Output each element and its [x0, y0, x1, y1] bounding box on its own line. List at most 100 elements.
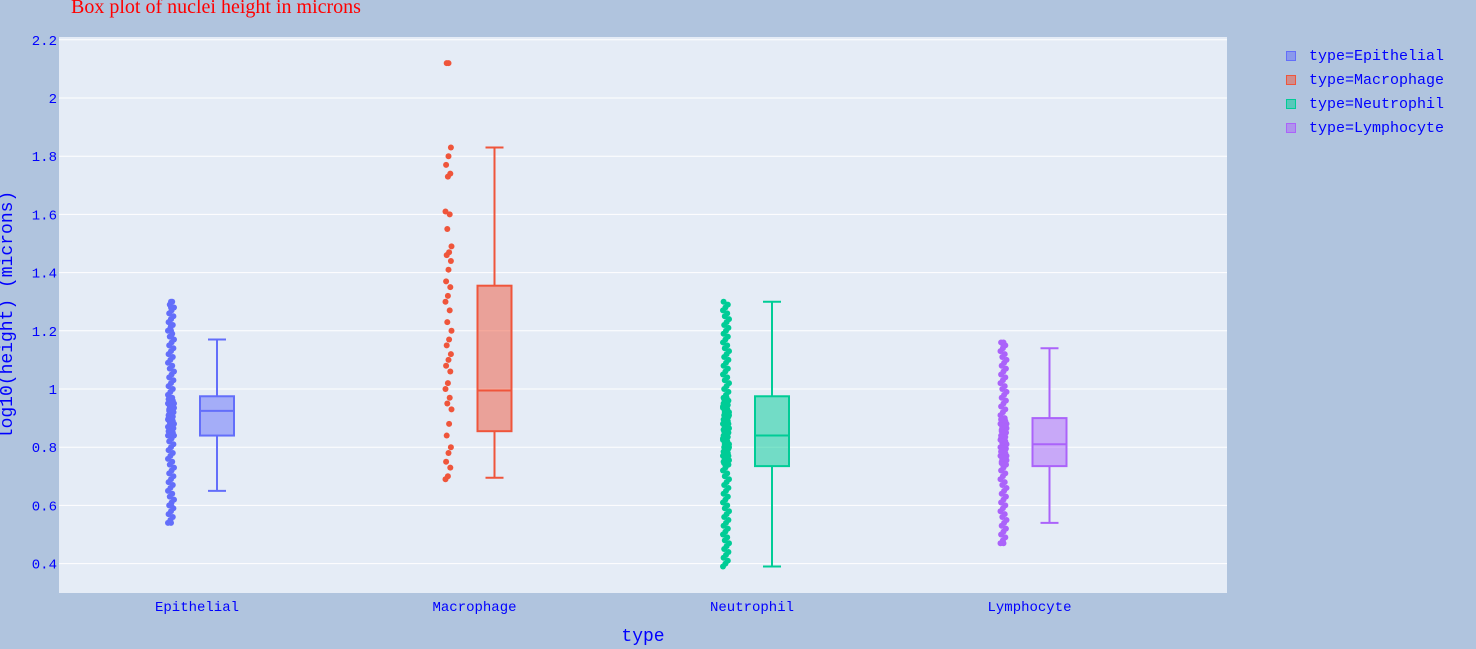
plot-area [59, 37, 1227, 593]
x-tick-label: Epithelial [155, 600, 239, 616]
iqr-box[interactable] [1031, 417, 1068, 468]
data-point [724, 310, 731, 317]
data-point [446, 211, 453, 218]
legend-label: type=Neutrophil [1309, 95, 1445, 113]
data-point [720, 298, 727, 305]
data-point [1001, 479, 1008, 486]
data-point [445, 450, 452, 457]
y-tick-label: 0.4 [32, 558, 57, 574]
outlier-point [168, 327, 174, 334]
data-point [1002, 493, 1009, 500]
x-tick-label: Macrophage [432, 600, 516, 616]
outlier-point [168, 298, 174, 305]
data-point [447, 444, 454, 451]
data-point [443, 432, 450, 439]
box-macrophage[interactable] [442, 60, 513, 483]
outlier-point [168, 304, 174, 311]
data-point [446, 307, 453, 314]
data-point [725, 388, 732, 395]
data-point [443, 278, 450, 285]
data-point [1003, 388, 1010, 395]
data-point [168, 394, 174, 401]
data-point [1002, 374, 1009, 381]
data-point [447, 170, 454, 177]
data-point [726, 316, 732, 323]
data-point [445, 266, 452, 273]
data-point [447, 144, 454, 151]
box-series[interactable] [165, 60, 1068, 570]
data-point [1003, 484, 1010, 491]
data-point [171, 368, 177, 375]
data-point [444, 400, 451, 407]
box-epithelial[interactable] [165, 298, 235, 526]
data-point [1001, 511, 1008, 518]
data-point [169, 490, 176, 497]
data-point [726, 508, 732, 515]
iqr-box[interactable] [476, 284, 513, 433]
data-point [170, 441, 177, 448]
data-point [171, 496, 177, 503]
legend-swatch [1286, 75, 1296, 85]
data-point [444, 225, 451, 232]
legend-item-epithelial[interactable]: type=Epithelial [1286, 44, 1444, 68]
data-point [724, 557, 731, 564]
iqr-box[interactable] [199, 395, 235, 437]
data-point [447, 351, 454, 358]
outlier-point [168, 519, 174, 526]
data-point [447, 284, 454, 291]
data-point [1001, 351, 1008, 358]
data-point [170, 345, 177, 352]
data-point [447, 464, 454, 471]
data-point [169, 482, 176, 489]
data-point [446, 249, 453, 256]
outlier-point [168, 333, 174, 340]
data-point [442, 386, 449, 392]
data-point [446, 336, 453, 343]
data-point [447, 368, 454, 375]
data-point [724, 374, 731, 381]
data-point [1001, 383, 1008, 390]
data-point [725, 324, 732, 331]
legend-swatch [1286, 51, 1296, 61]
x-axis-title: type [621, 627, 664, 647]
data-point [445, 153, 452, 160]
legend: type=Epithelial type=Macrophage type=Neutr… [1286, 44, 1444, 140]
data-point [445, 356, 452, 363]
legend-label: type=Macrophage [1309, 71, 1445, 89]
outlier-point [168, 502, 174, 509]
data-point [443, 161, 450, 168]
data-point [723, 394, 730, 401]
legend-swatch [1286, 123, 1296, 133]
data-point [1003, 516, 1010, 523]
y-tick-label: 1 [49, 383, 57, 399]
data-point [724, 342, 731, 349]
data-point [724, 301, 731, 308]
box-lymphocyte[interactable] [997, 339, 1068, 547]
legend-label: type=Epithelial [1309, 47, 1445, 65]
data-point [1002, 525, 1009, 532]
data-point [726, 476, 732, 483]
data-point [169, 458, 176, 465]
data-point [444, 319, 451, 326]
iqr-box[interactable] [754, 395, 790, 468]
legend-item-lymphocyte[interactable]: type=Lymphocyte [1286, 116, 1444, 140]
data-point [725, 356, 732, 363]
data-point [1003, 356, 1010, 363]
data-point [442, 208, 449, 215]
chart-title: Box plot of nuclei height in microns [71, 0, 361, 18]
outlier-point [168, 316, 174, 323]
data-point [169, 386, 176, 392]
x-tick-label: Neutrophil [710, 600, 794, 616]
y-tick-label: 1.6 [32, 208, 57, 224]
box-neutrophil[interactable] [720, 298, 790, 570]
data-point [1002, 502, 1009, 509]
legend-item-neutrophil[interactable]: type=Neutrophil [1286, 92, 1444, 116]
data-point [171, 464, 177, 471]
y-tick-label: 1.2 [32, 325, 57, 341]
data-point [998, 416, 1005, 423]
data-point [1002, 470, 1009, 477]
legend-item-macrophage[interactable]: type=Macrophage [1286, 68, 1444, 92]
data-point [1002, 365, 1009, 372]
data-point [724, 493, 731, 500]
data-point [446, 420, 453, 427]
